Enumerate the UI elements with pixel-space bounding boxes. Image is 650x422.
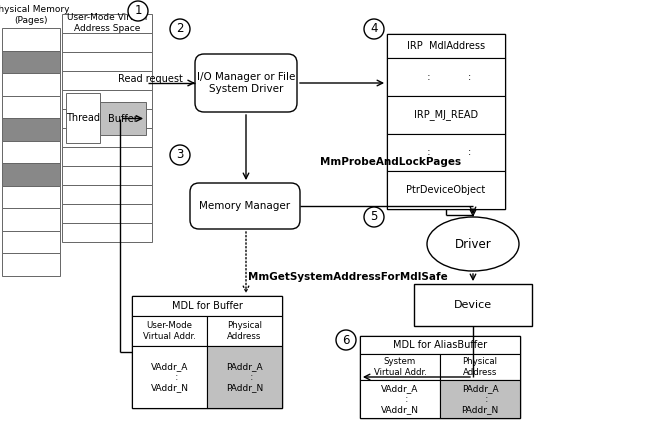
FancyBboxPatch shape (132, 296, 282, 408)
Text: Physical
Address: Physical Address (463, 357, 497, 377)
Text: MDL for AliasBuffer: MDL for AliasBuffer (393, 340, 487, 350)
FancyBboxPatch shape (62, 223, 152, 242)
FancyBboxPatch shape (440, 380, 520, 418)
Text: 4: 4 (370, 22, 378, 35)
FancyBboxPatch shape (62, 185, 152, 204)
Text: Buffer: Buffer (108, 114, 138, 124)
Circle shape (364, 19, 384, 39)
FancyBboxPatch shape (387, 34, 505, 58)
Circle shape (364, 207, 384, 227)
FancyBboxPatch shape (360, 336, 520, 418)
FancyBboxPatch shape (62, 166, 152, 185)
FancyBboxPatch shape (62, 52, 152, 71)
Text: Read request: Read request (118, 74, 183, 84)
Text: System
Virtual Addr.: System Virtual Addr. (374, 357, 426, 377)
Circle shape (170, 145, 190, 165)
Text: MmProbeAndLockPages: MmProbeAndLockPages (320, 157, 461, 167)
Text: IRP  MdlAddress: IRP MdlAddress (407, 41, 485, 51)
Text: PtrDeviceObject: PtrDeviceObject (406, 185, 486, 195)
Text: IRP_MJ_READ: IRP_MJ_READ (414, 109, 478, 120)
Text: Driver: Driver (454, 238, 491, 251)
Circle shape (128, 1, 148, 21)
Text: Memory Manager: Memory Manager (200, 201, 291, 211)
FancyBboxPatch shape (440, 354, 520, 380)
FancyBboxPatch shape (2, 141, 60, 163)
FancyBboxPatch shape (387, 96, 505, 133)
Text: VAddr_A
     :
VAddr_N: VAddr_A : VAddr_N (151, 362, 188, 392)
FancyBboxPatch shape (2, 208, 60, 231)
FancyBboxPatch shape (62, 128, 152, 147)
FancyBboxPatch shape (100, 102, 146, 135)
FancyBboxPatch shape (62, 109, 152, 128)
FancyBboxPatch shape (2, 51, 60, 73)
FancyBboxPatch shape (387, 58, 505, 96)
FancyBboxPatch shape (2, 96, 60, 118)
Text: Device: Device (454, 300, 492, 310)
FancyBboxPatch shape (360, 380, 440, 418)
FancyBboxPatch shape (132, 346, 207, 408)
FancyBboxPatch shape (2, 28, 60, 51)
FancyBboxPatch shape (387, 171, 505, 209)
FancyBboxPatch shape (62, 33, 152, 52)
FancyBboxPatch shape (2, 118, 60, 141)
Text: :            :: : : (421, 72, 471, 82)
Text: VAddr_A
     :
VAddr_N: VAddr_A : VAddr_N (381, 384, 419, 414)
FancyBboxPatch shape (132, 296, 282, 316)
FancyBboxPatch shape (132, 316, 207, 346)
FancyBboxPatch shape (62, 147, 152, 166)
FancyBboxPatch shape (2, 186, 60, 208)
FancyBboxPatch shape (360, 336, 520, 354)
Circle shape (170, 19, 190, 39)
Text: PAddr_A
     :
PAddr_N: PAddr_A : PAddr_N (226, 362, 263, 392)
FancyBboxPatch shape (62, 14, 152, 33)
Text: MDL for Buffer: MDL for Buffer (172, 301, 242, 311)
FancyBboxPatch shape (62, 204, 152, 223)
Text: 2: 2 (176, 22, 184, 35)
Text: :            :: : : (421, 147, 471, 157)
Text: User-Mode
Virtual Addr.: User-Mode Virtual Addr. (143, 321, 196, 341)
FancyBboxPatch shape (2, 163, 60, 186)
FancyBboxPatch shape (62, 90, 152, 109)
Text: Thread: Thread (66, 113, 100, 123)
FancyBboxPatch shape (2, 231, 60, 254)
FancyBboxPatch shape (66, 93, 100, 143)
FancyBboxPatch shape (195, 54, 297, 112)
Text: 1: 1 (135, 5, 142, 17)
FancyBboxPatch shape (190, 183, 300, 229)
FancyBboxPatch shape (62, 71, 152, 90)
FancyBboxPatch shape (387, 34, 505, 209)
FancyBboxPatch shape (207, 316, 282, 346)
Text: Physical
Address: Physical Address (227, 321, 262, 341)
Text: PAddr_A
     :
PAddr_N: PAddr_A : PAddr_N (462, 384, 499, 414)
FancyBboxPatch shape (2, 73, 60, 96)
Circle shape (336, 330, 356, 350)
Ellipse shape (427, 217, 519, 271)
Text: I/O Manager or File
System Driver: I/O Manager or File System Driver (197, 72, 295, 94)
Text: 6: 6 (343, 333, 350, 346)
Text: 5: 5 (370, 211, 378, 224)
Text: Physical Memory
(Pages): Physical Memory (Pages) (0, 5, 70, 25)
Text: 3: 3 (176, 149, 184, 162)
Text: MmGetSystemAddressForMdlSafe: MmGetSystemAddressForMdlSafe (248, 272, 448, 282)
FancyBboxPatch shape (360, 354, 440, 380)
FancyBboxPatch shape (387, 133, 505, 171)
FancyBboxPatch shape (207, 346, 282, 408)
FancyBboxPatch shape (2, 254, 60, 276)
FancyBboxPatch shape (414, 284, 532, 326)
Text: User-Mode Virtual
Address Space: User-Mode Virtual Address Space (67, 14, 147, 32)
